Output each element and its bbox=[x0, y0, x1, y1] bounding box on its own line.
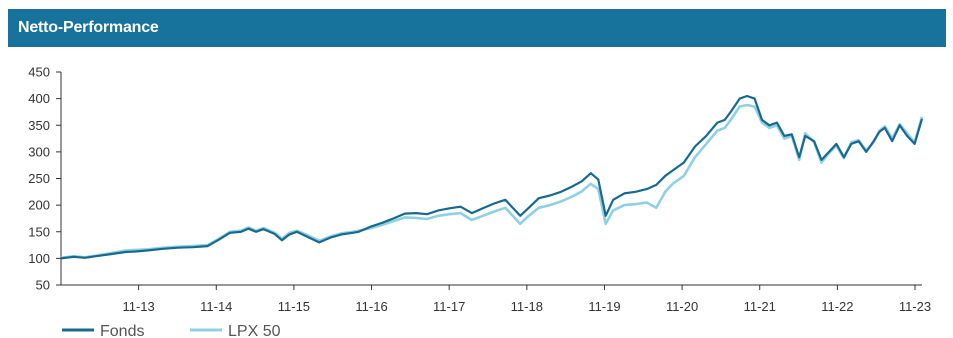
legend-label-lpx50: LPX 50 bbox=[228, 323, 281, 338]
y-tick-label: 50 bbox=[36, 278, 50, 293]
y-tick-label: 400 bbox=[28, 91, 50, 106]
series-line-lpx50 bbox=[60, 103, 924, 260]
y-tick-label: 350 bbox=[28, 118, 50, 133]
y-tick-label: 300 bbox=[28, 144, 50, 159]
y-tick-label: 200 bbox=[28, 198, 50, 213]
chart-header: Netto-Performance bbox=[8, 9, 946, 47]
x-tick-label: 11-18 bbox=[511, 299, 543, 314]
x-tick-label: 11-20 bbox=[666, 299, 698, 314]
x-tick-label: 11-19 bbox=[588, 299, 620, 314]
chart-legend: Fonds LPX 50 bbox=[62, 323, 281, 338]
x-tick-label: 11-13 bbox=[122, 299, 154, 314]
chart-axes: 50 100 150 200 250 300 350 400 450 11-13 11-14 11-1… bbox=[28, 65, 931, 315]
x-tick-label: 11-22 bbox=[821, 299, 853, 314]
y-tick-label: 100 bbox=[28, 251, 50, 266]
y-tick-label: 150 bbox=[28, 224, 50, 239]
x-tick-label: 11-16 bbox=[355, 299, 387, 314]
x-tick-label: 11-15 bbox=[278, 299, 310, 314]
x-tick-label: 11-23 bbox=[899, 299, 931, 314]
legend-label-fonds: Fonds bbox=[100, 323, 144, 338]
y-tick-label: 450 bbox=[28, 65, 50, 80]
x-tick-label: 11-17 bbox=[433, 299, 465, 314]
x-tick-label: 11-21 bbox=[744, 299, 776, 314]
chart-title: Netto-Performance bbox=[18, 19, 159, 36]
series-line-fonds bbox=[60, 94, 924, 260]
chart-lines bbox=[60, 94, 924, 260]
y-tick-label: 250 bbox=[28, 171, 50, 186]
x-tick-label: 11-14 bbox=[200, 299, 232, 314]
